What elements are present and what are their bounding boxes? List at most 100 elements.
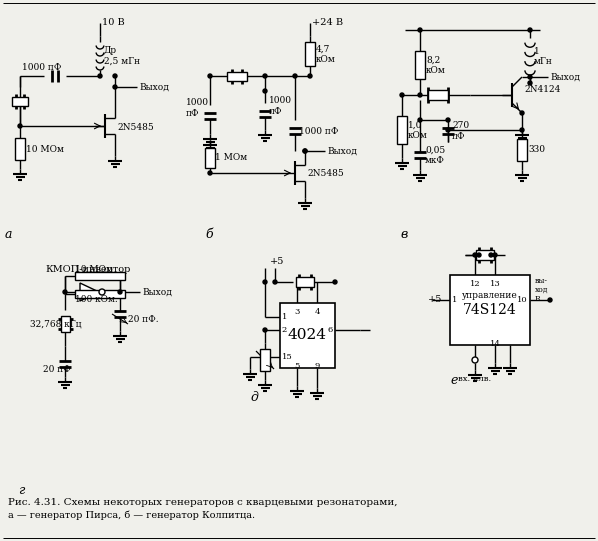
Text: 10 МОм: 10 МОм (75, 265, 113, 274)
Circle shape (333, 280, 337, 284)
Text: вх. илв.: вх. илв. (459, 375, 492, 383)
Circle shape (18, 124, 22, 128)
Text: 13: 13 (490, 280, 501, 288)
Text: 3: 3 (294, 307, 300, 315)
Polygon shape (80, 283, 99, 301)
Text: Выход: Выход (327, 147, 357, 155)
Circle shape (208, 171, 212, 175)
Text: 100 кОм.: 100 кОм. (75, 295, 118, 305)
Circle shape (418, 118, 422, 122)
Text: 9: 9 (315, 362, 320, 371)
Circle shape (493, 253, 497, 257)
Text: 20 пФ.: 20 пФ. (128, 314, 158, 324)
Text: Выход: Выход (139, 82, 169, 91)
Circle shape (418, 93, 422, 97)
Text: 10 МОм: 10 МОм (26, 144, 64, 154)
Text: Выход: Выход (550, 72, 580, 82)
Text: 20 пФ: 20 пФ (43, 365, 71, 373)
Text: 6: 6 (327, 326, 332, 334)
Text: 1: 1 (452, 296, 457, 304)
Text: 1,0
кОм: 1,0 кОм (408, 120, 428, 140)
Circle shape (113, 85, 117, 89)
Text: 15: 15 (282, 353, 292, 361)
Text: 2N4124: 2N4124 (524, 85, 560, 95)
Text: д: д (250, 391, 258, 404)
Text: +5: +5 (270, 258, 285, 267)
Circle shape (473, 253, 477, 257)
Bar (60, 316, 69, 332)
Bar (415, 51, 425, 79)
Circle shape (263, 280, 267, 284)
Circle shape (63, 290, 67, 294)
Circle shape (418, 28, 422, 32)
Circle shape (118, 290, 122, 294)
Text: 2N5485: 2N5485 (307, 168, 344, 177)
Circle shape (263, 74, 267, 78)
Circle shape (520, 128, 524, 132)
Text: в: в (400, 228, 407, 241)
Circle shape (472, 357, 478, 363)
Text: г: г (18, 484, 25, 497)
Bar (75, 272, 125, 280)
Text: управление: управление (462, 291, 518, 300)
Text: 0,05
мкФ: 0,05 мкФ (425, 146, 446, 164)
Circle shape (308, 74, 312, 78)
Text: 1000
пФ: 1000 пФ (186, 98, 209, 118)
Bar (15, 138, 25, 160)
Bar (75, 290, 125, 298)
Text: 10: 10 (517, 296, 528, 304)
Text: 5: 5 (294, 362, 300, 371)
Text: 330: 330 (528, 146, 545, 155)
Bar (279, 302, 334, 367)
Text: а — генератор Пирса, б — генератор Колпитца.: а — генератор Пирса, б — генератор Колпи… (8, 511, 255, 520)
Text: Др
2,5 мГн: Др 2,5 мГн (104, 47, 140, 65)
Circle shape (528, 81, 532, 85)
Text: 4,7
кОм: 4,7 кОм (316, 44, 335, 64)
Text: 270
пФ: 270 пФ (452, 121, 469, 141)
Bar (476, 250, 494, 260)
Text: 10 В: 10 В (102, 18, 125, 27)
Bar (227, 71, 247, 81)
Text: Рис. 4.31. Схемы некоторых генераторов с кварцевыми резонаторами,: Рис. 4.31. Схемы некоторых генераторов с… (8, 498, 398, 507)
Text: 1: 1 (282, 313, 287, 321)
Text: +5: +5 (428, 295, 443, 305)
Circle shape (99, 289, 105, 295)
Circle shape (303, 149, 307, 153)
Bar (517, 139, 527, 161)
Bar (12, 96, 28, 105)
Text: 1 МОм: 1 МОм (215, 154, 247, 162)
Circle shape (520, 111, 524, 115)
Circle shape (293, 74, 297, 78)
Text: 32,768 кГц: 32,768 кГц (30, 320, 81, 328)
Text: 2N5485: 2N5485 (117, 123, 154, 133)
Circle shape (263, 89, 267, 93)
Text: 1000 пФ: 1000 пФ (299, 127, 338, 135)
Text: вы-
ход
R: вы- ход R (535, 277, 548, 303)
Text: 12: 12 (469, 280, 480, 288)
Text: 1000 пФ: 1000 пФ (22, 63, 62, 72)
Circle shape (263, 328, 267, 332)
Text: 4: 4 (315, 307, 320, 315)
Text: 1
мГн: 1 мГн (534, 47, 553, 66)
Bar (397, 116, 407, 144)
Bar (428, 90, 448, 100)
Bar (450, 275, 530, 345)
Circle shape (477, 253, 481, 257)
Text: е: е (450, 373, 457, 386)
Circle shape (528, 75, 532, 79)
Text: 4024: 4024 (288, 328, 327, 342)
Text: б: б (205, 228, 213, 241)
Circle shape (273, 280, 277, 284)
Text: 74S124: 74S124 (463, 303, 517, 317)
Bar (260, 349, 270, 371)
Text: 8,2
кОм: 8,2 кОм (426, 55, 446, 75)
Circle shape (489, 253, 493, 257)
Circle shape (400, 93, 404, 97)
Circle shape (208, 74, 212, 78)
Bar (205, 148, 215, 168)
Text: Выход: Выход (142, 287, 172, 296)
Circle shape (113, 74, 117, 78)
Text: 1000
пФ: 1000 пФ (269, 96, 292, 116)
Circle shape (446, 118, 450, 122)
Circle shape (528, 28, 532, 32)
